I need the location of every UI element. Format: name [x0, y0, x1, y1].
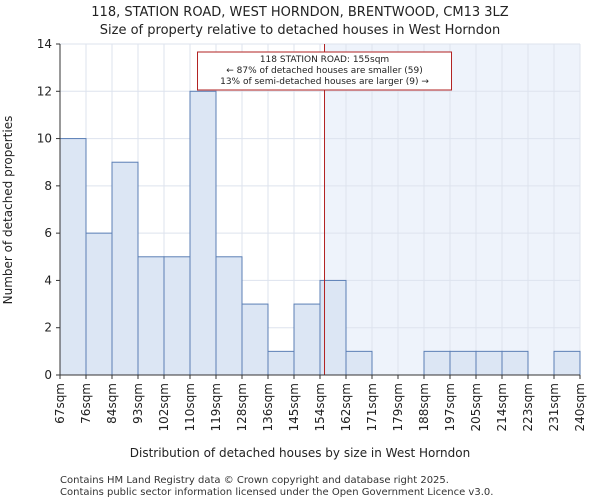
- annotation-line-2: ← 87% of detached houses are smaller (59…: [226, 66, 423, 76]
- highlight-region: [324, 44, 580, 375]
- bar: [215, 256, 243, 376]
- annotation-line-1: 118 STATION ROAD: 155sqm: [260, 55, 389, 65]
- y-tick-label: 4: [44, 273, 52, 287]
- x-tick-label: 197sqm: [443, 383, 457, 431]
- y-tick-label: 14: [37, 37, 52, 51]
- x-axis-label: Distribution of detached houses by size …: [130, 446, 470, 460]
- y-axis-label: Number of detached properties: [1, 116, 15, 305]
- y-tick-label: 10: [37, 132, 52, 146]
- y-ticks: 0 2 4 6 8 10 12 14: [37, 37, 60, 382]
- x-tick-label: 214sqm: [495, 383, 509, 431]
- y-tick-label: 8: [44, 179, 52, 193]
- bars: [59, 90, 581, 376]
- x-tick-label: 154sqm: [313, 383, 327, 431]
- x-tick-label: 240sqm: [573, 383, 587, 431]
- x-tick-label: 67sqm: [53, 383, 67, 424]
- bar: [59, 138, 87, 376]
- y-tick-label: 12: [37, 84, 52, 98]
- x-tick-label: 84sqm: [105, 383, 119, 424]
- x-ticks: 67sqm 76sqm 84sqm 93sqm 102sqm 110sqm 119sqm 12…: [53, 375, 587, 431]
- x-tick-label: 76sqm: [79, 383, 93, 424]
- bar: [85, 232, 113, 376]
- bar: [137, 256, 165, 376]
- footer-line-2: Contains public sector information licen…: [60, 487, 493, 498]
- bar: [449, 350, 477, 376]
- x-tick-label: 110sqm: [183, 383, 197, 431]
- x-tick-label: 188sqm: [417, 383, 431, 431]
- x-tick-label: 136sqm: [261, 383, 275, 431]
- bar: [293, 303, 321, 376]
- bar: [345, 350, 373, 376]
- bar: [241, 303, 269, 376]
- annotation-box: [197, 51, 453, 91]
- bar: [111, 161, 139, 376]
- bar: [189, 90, 217, 376]
- bar: [319, 279, 347, 376]
- bar: [267, 350, 295, 376]
- x-tick-label: 145sqm: [287, 383, 301, 431]
- bar: [163, 256, 191, 376]
- x-tick-label: 128sqm: [235, 383, 249, 431]
- y-tick-label: 6: [44, 226, 52, 240]
- x-tick-label: 93sqm: [131, 383, 145, 424]
- x-tick-label: 171sqm: [365, 383, 379, 431]
- x-tick-label: 119sqm: [209, 383, 223, 431]
- x-tick-label: 162sqm: [339, 383, 353, 431]
- property-annotation: 118 STATION ROAD: 155sqm ← 87% of detach…: [197, 51, 453, 91]
- bar: [475, 350, 503, 376]
- annotation-line-3: 13% of semi-detached houses are larger (…: [220, 77, 429, 87]
- footer-line-1: Contains HM Land Registry data © Crown c…: [60, 475, 449, 486]
- x-tick-label: 179sqm: [391, 383, 405, 431]
- chart-title: 118, STATION ROAD, WEST HORNDON, BRENTWO…: [91, 5, 509, 20]
- bar: [553, 350, 581, 376]
- bar: [423, 350, 451, 376]
- chart-subtitle: Size of property relative to detached ho…: [100, 23, 500, 38]
- y-tick-label: 2: [44, 321, 52, 335]
- y-tick-label: 0: [44, 368, 52, 382]
- x-tick-label: 223sqm: [521, 383, 535, 431]
- x-tick-label: 102sqm: [157, 383, 171, 431]
- x-tick-label: 205sqm: [469, 383, 483, 431]
- bar: [501, 350, 529, 376]
- x-tick-label: 231sqm: [547, 383, 561, 431]
